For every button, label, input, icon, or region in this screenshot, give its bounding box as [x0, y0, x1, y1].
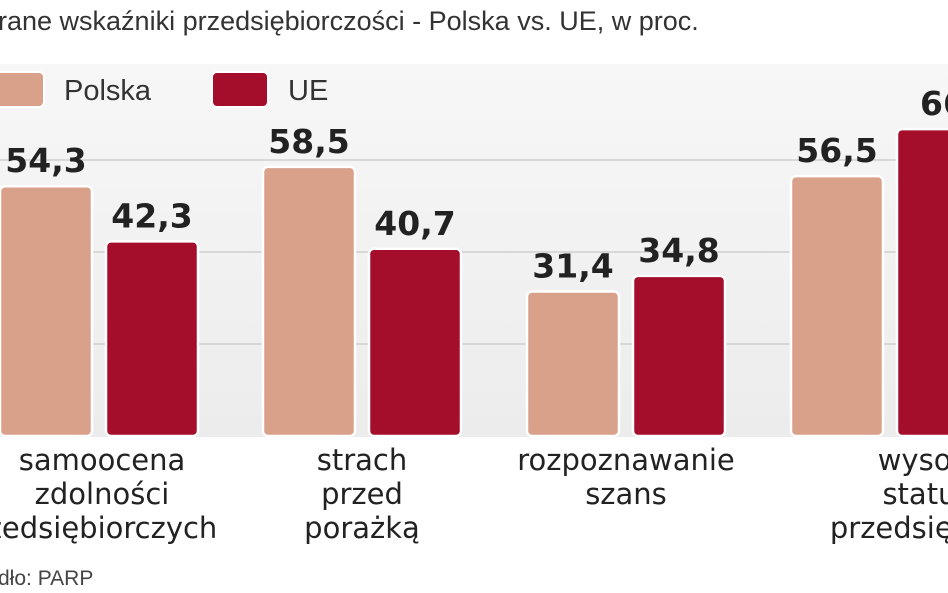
- category-label: rozpoznawanie: [517, 443, 735, 477]
- category-label: przedsiębiorc: [830, 511, 948, 545]
- bar-polska-2: [525, 290, 621, 438]
- legend: Polska UE: [0, 71, 328, 108]
- data-label-polska-3: 56,5: [796, 131, 877, 170]
- bar-polska-0: [0, 184, 94, 438]
- bar-polska-3: [789, 174, 885, 438]
- legend-label-polska: Polska: [64, 75, 152, 107]
- category-label: status: [882, 477, 948, 511]
- category-label: porażką: [304, 511, 420, 545]
- category-label: samoocena: [19, 443, 186, 477]
- category-label: przed: [321, 477, 403, 511]
- legend-label-ue: UE: [288, 75, 328, 107]
- bar-ue-0: [104, 240, 200, 438]
- bar-polska-1: [261, 165, 357, 438]
- bar-ue-2: [631, 274, 727, 438]
- data-label-ue-1: 40,7: [374, 204, 455, 243]
- chart-title: rane wskaźniki przedsiębiorczości - Pols…: [0, 6, 699, 36]
- bar-ue-3: [895, 127, 948, 438]
- data-label-ue-3: 66: [920, 84, 948, 123]
- category-label: wysoki: [878, 443, 948, 477]
- category-label: zedsiębiorczych: [0, 511, 217, 545]
- category-label: szans: [585, 477, 667, 511]
- category-label: zdolności: [35, 477, 170, 511]
- bar-ue-1: [367, 247, 463, 438]
- category-label: strach: [317, 443, 408, 477]
- legend-swatch-ue: [211, 71, 269, 108]
- data-label-ue-2: 34,8: [638, 231, 719, 270]
- data-label-polska-0: 54,3: [5, 141, 86, 180]
- data-label-polska-1: 58,5: [268, 122, 349, 161]
- data-label-polska-2: 31,4: [532, 247, 613, 286]
- data-label-ue-0: 42,3: [111, 196, 192, 235]
- source-note: dło: PARP: [0, 567, 93, 590]
- legend-swatch-polska: [0, 71, 45, 108]
